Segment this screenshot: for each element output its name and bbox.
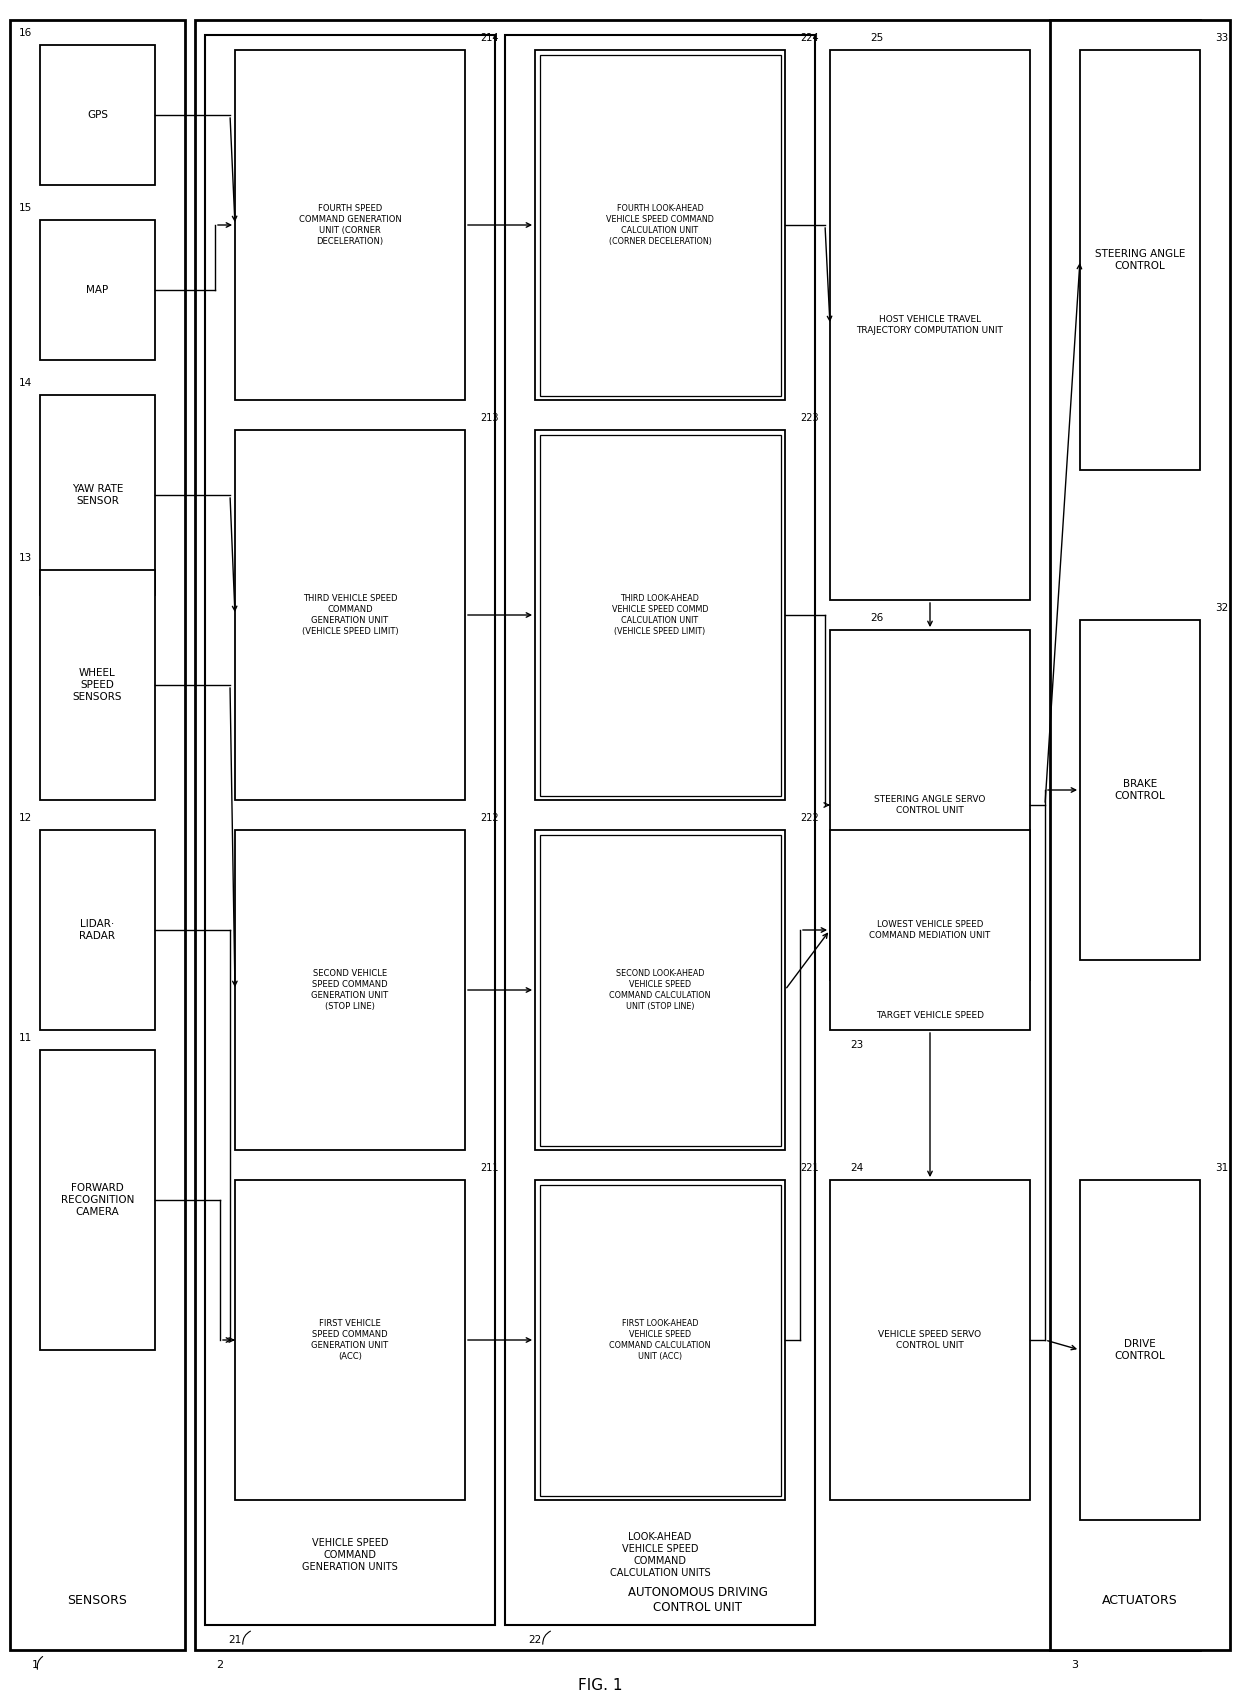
Text: 25: 25 — [870, 32, 883, 42]
Text: FOURTH SPEED
COMMAND GENERATION
UNIT (CORNER
DECELERATION): FOURTH SPEED COMMAND GENERATION UNIT (CO… — [299, 205, 402, 246]
Bar — [40, 395, 155, 595]
Text: 221: 221 — [800, 1163, 818, 1174]
Bar — [534, 1180, 785, 1499]
Text: SECOND VEHICLE
SPEED COMMAND
GENERATION UNIT
(STOP LINE): SECOND VEHICLE SPEED COMMAND GENERATION … — [311, 970, 388, 1011]
Text: 213: 213 — [480, 414, 498, 422]
Bar — [539, 434, 780, 795]
Text: LOWEST VEHICLE SPEED
COMMAND MEDIATION UNIT: LOWEST VEHICLE SPEED COMMAND MEDIATION U… — [869, 921, 991, 940]
Text: STEERING ANGLE
CONTROL: STEERING ANGLE CONTROL — [1095, 249, 1185, 271]
Bar — [1080, 1180, 1200, 1520]
Text: 21: 21 — [228, 1635, 242, 1645]
Text: LIDAR·
RADAR: LIDAR· RADAR — [79, 919, 115, 941]
Text: SECOND LOOK-AHEAD
VEHICLE SPEED
COMMAND CALCULATION
UNIT (STOP LINE): SECOND LOOK-AHEAD VEHICLE SPEED COMMAND … — [609, 970, 711, 1011]
Text: FIG. 1: FIG. 1 — [578, 1677, 622, 1693]
Bar — [40, 570, 155, 801]
Text: HOST VEHICLE TRAVEL
TRAJECTORY COMPUTATION UNIT: HOST VEHICLE TRAVEL TRAJECTORY COMPUTATI… — [857, 315, 1003, 334]
Text: FIRST VEHICLE
SPEED COMMAND
GENERATION UNIT
(ACC): FIRST VEHICLE SPEED COMMAND GENERATION U… — [311, 1319, 388, 1360]
Text: BRAKE
CONTROL: BRAKE CONTROL — [1115, 778, 1166, 801]
Bar — [534, 431, 785, 801]
Text: LOOK-AHEAD
VEHICLE SPEED
COMMAND
CALCULATION UNITS: LOOK-AHEAD VEHICLE SPEED COMMAND CALCULA… — [610, 1531, 711, 1577]
Text: 15: 15 — [19, 204, 32, 214]
Bar — [830, 829, 1030, 1029]
Text: DRIVE
CONTROL: DRIVE CONTROL — [1115, 1340, 1166, 1360]
Text: STEERING ANGLE SERVO
CONTROL UNIT: STEERING ANGLE SERVO CONTROL UNIT — [874, 795, 986, 814]
Text: 224: 224 — [800, 32, 818, 42]
Text: 11: 11 — [19, 1033, 32, 1043]
Bar — [40, 220, 155, 360]
Text: 33: 33 — [1215, 32, 1229, 42]
Bar — [40, 829, 155, 1029]
Text: 12: 12 — [19, 812, 32, 823]
Bar — [1080, 621, 1200, 960]
Text: 23: 23 — [849, 1040, 863, 1050]
Text: FOURTH LOOK-AHEAD
VEHICLE SPEED COMMAND
CALCULATION UNIT
(CORNER DECELERATION): FOURTH LOOK-AHEAD VEHICLE SPEED COMMAND … — [606, 205, 714, 246]
Text: THIRD LOOK-AHEAD
VEHICLE SPEED COMMD
CALCULATION UNIT
(VEHICLE SPEED LIMIT): THIRD LOOK-AHEAD VEHICLE SPEED COMMD CAL… — [611, 594, 708, 636]
Bar — [539, 1184, 780, 1496]
Text: 223: 223 — [800, 414, 818, 422]
Text: YAW RATE
SENSOR: YAW RATE SENSOR — [72, 483, 123, 505]
Text: VEHICLE SPEED SERVO
CONTROL UNIT: VEHICLE SPEED SERVO CONTROL UNIT — [878, 1330, 982, 1350]
Bar — [195, 20, 1200, 1650]
Text: VEHICLE SPEED
COMMAND
GENERATION UNITS: VEHICLE SPEED COMMAND GENERATION UNITS — [303, 1538, 398, 1572]
Text: FIRST LOOK-AHEAD
VEHICLE SPEED
COMMAND CALCULATION
UNIT (ACC): FIRST LOOK-AHEAD VEHICLE SPEED COMMAND C… — [609, 1319, 711, 1360]
Bar — [539, 54, 780, 395]
Text: 22: 22 — [528, 1635, 542, 1645]
Text: 2: 2 — [217, 1660, 223, 1671]
Text: 31: 31 — [1215, 1163, 1229, 1174]
Text: GPS: GPS — [87, 110, 108, 120]
Bar — [539, 834, 780, 1145]
Bar — [830, 629, 1030, 980]
Bar — [236, 431, 465, 801]
Text: THIRD VEHICLE SPEED
COMMAND
GENERATION UNIT
(VEHICLE SPEED LIMIT): THIRD VEHICLE SPEED COMMAND GENERATION U… — [301, 594, 398, 636]
Bar — [236, 1180, 465, 1499]
Bar — [830, 1180, 1030, 1499]
Bar — [236, 829, 465, 1150]
Text: 3: 3 — [1071, 1660, 1079, 1671]
Bar — [534, 49, 785, 400]
Text: 24: 24 — [849, 1163, 863, 1174]
Text: TARGET VEHICLE SPEED: TARGET VEHICLE SPEED — [875, 1011, 985, 1019]
Text: 16: 16 — [19, 29, 32, 37]
Bar — [1050, 20, 1230, 1650]
Bar — [40, 1050, 155, 1350]
Text: MAP: MAP — [87, 285, 109, 295]
Bar — [10, 20, 185, 1650]
Text: 14: 14 — [19, 378, 32, 388]
Bar — [1080, 49, 1200, 470]
Text: 214: 214 — [480, 32, 498, 42]
Bar — [830, 49, 1030, 600]
Text: 32: 32 — [1215, 604, 1229, 612]
Text: SENSORS: SENSORS — [67, 1594, 128, 1606]
Bar — [40, 46, 155, 185]
Text: 211: 211 — [480, 1163, 498, 1174]
Bar — [236, 49, 465, 400]
Text: WHEEL
SPEED
SENSORS: WHEEL SPEED SENSORS — [73, 668, 123, 702]
Bar — [534, 829, 785, 1150]
Text: AUTONOMOUS DRIVING
CONTROL UNIT: AUTONOMOUS DRIVING CONTROL UNIT — [627, 1586, 768, 1615]
Text: 212: 212 — [480, 812, 498, 823]
Bar — [505, 36, 815, 1625]
Text: 26: 26 — [870, 612, 883, 622]
Text: FORWARD
RECOGNITION
CAMERA: FORWARD RECOGNITION CAMERA — [61, 1184, 134, 1218]
Text: 13: 13 — [19, 553, 32, 563]
Text: ACTUATORS: ACTUATORS — [1102, 1594, 1178, 1606]
Bar — [205, 36, 495, 1625]
Text: 222: 222 — [800, 812, 818, 823]
Text: 1: 1 — [31, 1660, 38, 1671]
